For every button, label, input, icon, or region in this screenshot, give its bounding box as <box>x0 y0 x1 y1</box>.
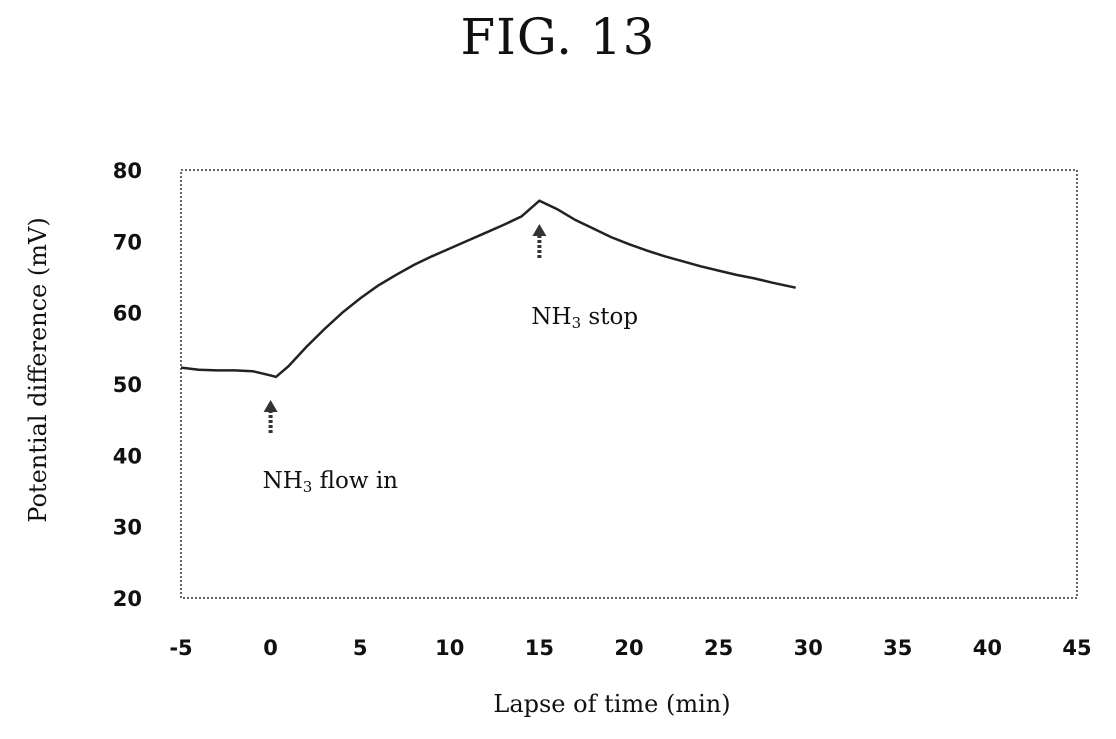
x-tick-label: 5 <box>353 636 368 660</box>
x-tick-label: 20 <box>614 636 643 660</box>
x-tick-label: 25 <box>704 636 733 660</box>
plot-frame <box>180 169 1078 599</box>
y-tick-label: 20 <box>113 587 142 611</box>
annotation-label-sub: 3 <box>572 314 582 332</box>
y-axis-label: Potential difference (mV) <box>24 217 52 522</box>
x-tick-labels: -5 0 5 10 15 20 25 30 35 40 45 <box>169 636 1091 660</box>
x-tick-label: 10 <box>435 636 464 660</box>
figure-title: FIG. 13 <box>460 8 656 66</box>
x-tick-label: 30 <box>794 636 823 660</box>
annotation-arrow-head <box>263 400 278 412</box>
y-tick-label: 70 <box>113 230 142 254</box>
annotation-label-main: NH <box>263 468 303 494</box>
annotation-arrow-head <box>532 224 547 236</box>
annotation-label-rest: flow in <box>312 468 398 494</box>
annotation-1: NH3 stop <box>531 224 638 332</box>
x-tick-label: 40 <box>973 636 1002 660</box>
x-axis-label: Lapse of time (min) <box>493 690 730 718</box>
annotation-label-main: NH <box>531 304 571 330</box>
x-tick-label: -5 <box>169 636 192 660</box>
x-tick-label: 15 <box>525 636 554 660</box>
annotation-label: NH3 stop <box>531 304 638 332</box>
y-tick-label: 30 <box>113 516 142 540</box>
series-line <box>180 199 796 379</box>
x-tick-label: 45 <box>1062 636 1091 660</box>
y-tick-labels: 20 30 40 50 60 70 80 <box>113 159 142 611</box>
x-tick-label: 35 <box>883 636 912 660</box>
annotation-label-sub: 3 <box>303 478 313 496</box>
annotation-0: NH3 flow in <box>263 400 399 496</box>
y-tick-label: 80 <box>113 159 142 183</box>
annotation-label-rest: stop <box>581 304 638 330</box>
annotation-label: NH3 flow in <box>263 468 399 496</box>
x-tick-label: 0 <box>263 636 278 660</box>
y-tick-label: 50 <box>113 373 142 397</box>
y-tick-label: 60 <box>113 302 142 326</box>
y-tick-label: 40 <box>113 444 142 468</box>
